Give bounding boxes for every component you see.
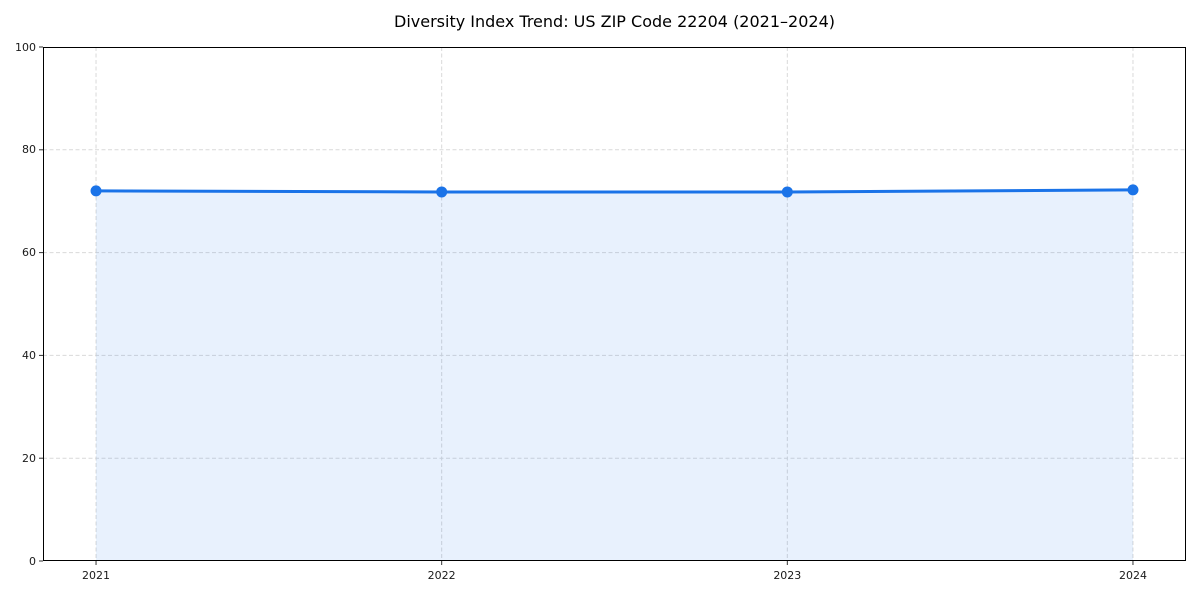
data-point-marker [781,186,793,198]
x-tick-label: 2022 [427,569,456,582]
y-tick-label: 100 [15,40,36,54]
data-point-marker [436,186,448,198]
y-tick-label: 60 [22,246,36,260]
data-point-marker [1127,184,1139,196]
plot-spines [43,47,1186,561]
x-tick-label: 2024 [1118,569,1147,582]
y-tick-label: 0 [29,554,36,568]
plot-area: 0 20 40 60 80 100 2021 2022 2023 2024 [15,41,1186,582]
chart-title: Diversity Index Trend: US ZIP Code 22204… [394,12,835,31]
line-chart-svg [39,46,1186,565]
x-tick-label: 2021 [82,569,111,582]
y-tick-label: 80 [22,143,36,157]
y-tick-label: 40 [22,348,36,362]
trend-line [94,188,1135,194]
data-point-marker [90,185,102,197]
y-tick-label: 20 [22,451,36,465]
x-tick-label: 2023 [773,569,802,582]
area-fill [96,189,1133,561]
